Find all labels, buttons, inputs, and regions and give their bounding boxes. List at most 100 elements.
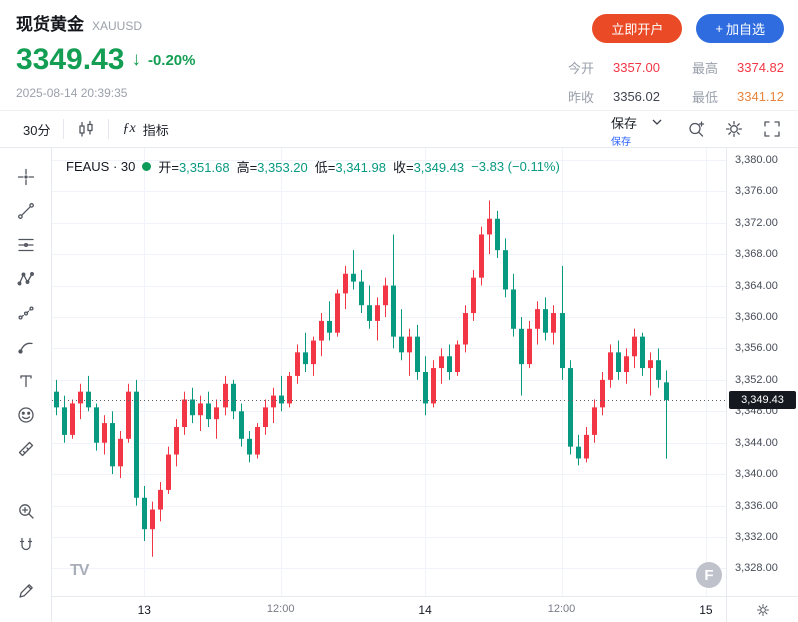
brand-watermark: F <box>696 562 722 588</box>
price-axis-label: 3,376.00 <box>735 185 778 198</box>
legend-low: 低=3,341.98 <box>314 160 386 175</box>
toolbar-right: 保存 保存 <box>599 111 788 148</box>
chart-toolbar: 30分 ƒx 指标 保存 保存 <box>0 110 798 148</box>
legend-series-title[interactable]: FEAUS · 30 <box>66 159 136 174</box>
stat-label-high: 最高 <box>691 61 718 76</box>
price-axis-label: 3,340.00 <box>735 468 778 481</box>
xabcd-pattern-icon <box>17 272 34 286</box>
tool-fib-retracement[interactable] <box>9 228 43 262</box>
status-dot-icon <box>142 162 152 171</box>
zoom-in-icon <box>18 504 34 519</box>
time-axis-label: 13 <box>137 603 151 617</box>
price-axis[interactable]: 3,349.43 3,380.00 3,376.00 3,372.00 3,368.0… <box>727 148 798 596</box>
price-axis-label: 3,344.00 <box>735 436 778 449</box>
tool-zoom-in[interactable] <box>9 494 43 528</box>
open-account-button[interactable]: 立即开户 <box>592 14 683 43</box>
chart-style-button[interactable] <box>64 111 108 147</box>
magnet-icon <box>19 537 32 551</box>
stat-value-open: 3357.00 <box>612 60 660 75</box>
symbol-code: XAUUSD <box>92 19 143 33</box>
indicators-label: 指标 <box>142 122 169 138</box>
chart-column: FEAUS · 30 开=3,351.68 高=3,353.20 低=3,341… <box>52 148 726 622</box>
price-row: 3349.43 ↓ -0.20% <box>16 43 195 77</box>
snapshot-button[interactable] <box>680 114 712 144</box>
text-tool-icon <box>19 375 32 388</box>
price-axis-label: 3,356.00 <box>735 342 778 355</box>
change-percent: -0.20% <box>147 51 196 69</box>
price-axis-column: 3,349.43 3,380.00 3,376.00 3,372.00 3,368.0… <box>726 148 798 622</box>
settings-button[interactable] <box>718 114 750 144</box>
chart-canvas <box>52 148 726 596</box>
tool-text[interactable] <box>9 364 43 398</box>
price-axis-label: 3,352.00 <box>735 373 778 386</box>
candlestick-plot[interactable]: FEAUS · 30 开=3,351.68 高=3,353.20 低=3,341… <box>52 148 726 596</box>
fib-retracement-icon <box>17 238 34 252</box>
chart-legend: FEAUS · 30 开=3,351.68 高=3,353.20 低=3,341… <box>66 157 560 176</box>
interval-selector[interactable]: 30分 <box>10 111 63 147</box>
price-axis-label: 3,328.00 <box>735 562 778 575</box>
quote-timestamp: 2025-08-14 20:39:35 <box>16 86 128 100</box>
tool-xabcd-pattern[interactable] <box>9 262 43 296</box>
stat-value-prev-close: 3356.02 <box>612 89 660 104</box>
toolbar-divider <box>63 119 65 139</box>
time-axis[interactable]: 13 12:00 14 12:00 15 <box>52 596 726 622</box>
quote-header: 现货黄金 XAUUSD 3349.43 ↓ -0.20% 2025-08-14 … <box>0 0 798 110</box>
chevron-down-icon <box>652 119 662 125</box>
emoji-icon <box>17 407 34 423</box>
price-axis-label: 3,336.00 <box>735 499 778 512</box>
ruler-icon <box>18 441 33 457</box>
quote-header-left: 现货黄金 XAUUSD 3349.43 ↓ -0.20% 2025-08-14 … <box>16 10 195 110</box>
price-axis-label: 3,360.00 <box>735 310 778 323</box>
tool-pencil[interactable] <box>9 574 43 608</box>
add-watchlist-button[interactable]: + 加自选 <box>696 14 784 43</box>
pencil-icon <box>18 584 33 598</box>
axis-settings-icon <box>756 603 769 616</box>
settings-gear-icon <box>725 120 743 138</box>
chart-main: FEAUS · 30 开=3,351.68 高=3,353.20 低=3,341… <box>0 148 798 622</box>
tradingview-logo[interactable]: TV <box>70 562 89 579</box>
time-axis-label: 12:00 <box>266 603 295 615</box>
drawing-toolbar <box>0 148 52 622</box>
price-axis-label: 3,380.00 <box>735 153 778 166</box>
tool-ruler[interactable] <box>9 432 43 466</box>
time-axis-label: 12:00 <box>547 603 576 615</box>
fullscreen-icon <box>764 121 780 137</box>
symbol-title: 现货黄金 XAUUSD <box>16 10 195 35</box>
tool-forecast[interactable] <box>9 296 43 330</box>
tool-brush[interactable] <box>9 330 43 364</box>
interval-label: 30分 <box>23 122 51 138</box>
last-price: 3349.43 <box>16 43 125 76</box>
add-watchlist-label: 加自选 <box>725 22 765 37</box>
price-axis-label: 3,332.00 <box>735 531 778 544</box>
legend-change: −3.83 (−0.11%) <box>471 159 560 174</box>
legend-high: 高=3,353.20 <box>236 160 308 175</box>
fx-icon: ƒx <box>122 121 136 136</box>
quote-stats: 今开 3357.00 最高 3374.82 昨收 3356.02 最低 3341… <box>568 58 784 106</box>
indicators-button[interactable]: ƒx 指标 <box>109 111 181 147</box>
save-button[interactable]: 保存 保存 <box>599 111 674 148</box>
save-sub-label: 保存 <box>610 136 631 148</box>
fullscreen-button[interactable] <box>756 114 788 144</box>
candlestick-icon <box>79 120 94 137</box>
down-arrow-icon: ↓ <box>131 49 141 70</box>
magnifier-icon <box>689 121 705 137</box>
time-axis-label: 15 <box>699 603 713 617</box>
time-axis-label: 14 <box>418 603 432 617</box>
plus-icon: + <box>715 21 723 36</box>
stat-value-low: 3341.12 <box>737 89 784 104</box>
trendline-icon <box>17 203 34 219</box>
price-axis-label: 3,372.00 <box>735 216 778 229</box>
tool-trend-line[interactable] <box>9 194 43 228</box>
save-label: 保存 <box>610 115 637 131</box>
toolbar-left: 30分 ƒx 指标 <box>10 111 182 147</box>
tool-crosshair[interactable] <box>9 160 43 194</box>
price-axis-label: 3,364.00 <box>735 279 778 292</box>
tool-magnet[interactable] <box>9 528 43 562</box>
toolbar-divider <box>108 119 110 139</box>
symbol-name: 现货黄金 <box>16 15 84 34</box>
current-price-badge: 3,349.43 <box>729 391 796 410</box>
tool-emoji[interactable] <box>9 398 43 432</box>
legend-close: 收=3,349.43 <box>392 160 465 175</box>
axis-corner[interactable] <box>727 596 798 622</box>
crosshair-icon <box>17 168 34 186</box>
